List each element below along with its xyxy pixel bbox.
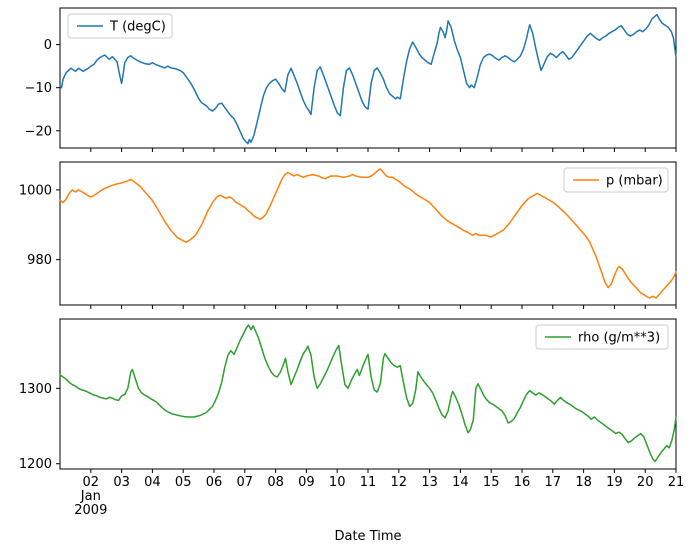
legend-label: p (mbar) [606, 174, 663, 189]
x-axis-label: Date Time [334, 529, 401, 544]
x-tick-label: 13 [421, 475, 438, 490]
series-line [59, 13, 677, 145]
legend-box [535, 324, 669, 350]
legend-label: T (degC) [109, 20, 166, 35]
x-tick-label: 18 [575, 475, 592, 490]
x-tick-label: 02 [83, 475, 100, 490]
x-tick-label: 07 [237, 475, 254, 490]
x-tick-label: 11 [360, 475, 377, 490]
series-line [59, 324, 677, 463]
legend: p (mbar) [563, 167, 669, 193]
subplot-density: 1300 1200 02 03 04 05 06 07 08 09 10 11 12 13 14 15 16 17… [19, 318, 685, 490]
x-tick-label: 05 [175, 475, 192, 490]
y-tick-label: 1200 [19, 457, 52, 472]
x-tick-label: 08 [267, 475, 284, 490]
y-tick-label: −20 [25, 124, 52, 139]
x-tick-label: 10 [329, 475, 346, 490]
x-tick-label: 20 [637, 475, 654, 490]
x-tick-label: 09 [298, 475, 315, 490]
legend-box [67, 13, 173, 39]
legend: T (degC) [67, 13, 173, 39]
x-tick-label: 15 [483, 475, 500, 490]
legend-label: rho (g/m**3) [578, 331, 660, 346]
x-tick-label: 17 [545, 475, 562, 490]
x-tick-label: 14 [452, 475, 469, 490]
series-line [59, 168, 677, 299]
y-tick-label: −10 [25, 81, 52, 96]
x-tick-label: 12 [391, 475, 408, 490]
y-tick-label: 0 [44, 38, 52, 53]
x-tick-label: 16 [514, 475, 531, 490]
x-tick-label: 19 [606, 475, 623, 490]
y-tick-label: 1000 [19, 183, 52, 198]
x-tick-label: 21 [668, 475, 685, 490]
x-offset-label: Jan [80, 489, 101, 504]
x-tick-label: 03 [113, 475, 130, 490]
y-tick-label: 1300 [19, 382, 52, 397]
x-tick-label: 04 [144, 475, 161, 490]
x-offset-label: 2009 [74, 503, 107, 518]
subplot-temperature: 0 −10 −20 T (degC) [25, 7, 677, 152]
x-tick-label: 06 [206, 475, 223, 490]
legend: rho (g/m**3) [535, 324, 669, 350]
subplot-pressure: 1000 980 p (mbar) [19, 161, 677, 309]
y-tick-label: 980 [27, 253, 52, 268]
legend-box [563, 167, 669, 193]
